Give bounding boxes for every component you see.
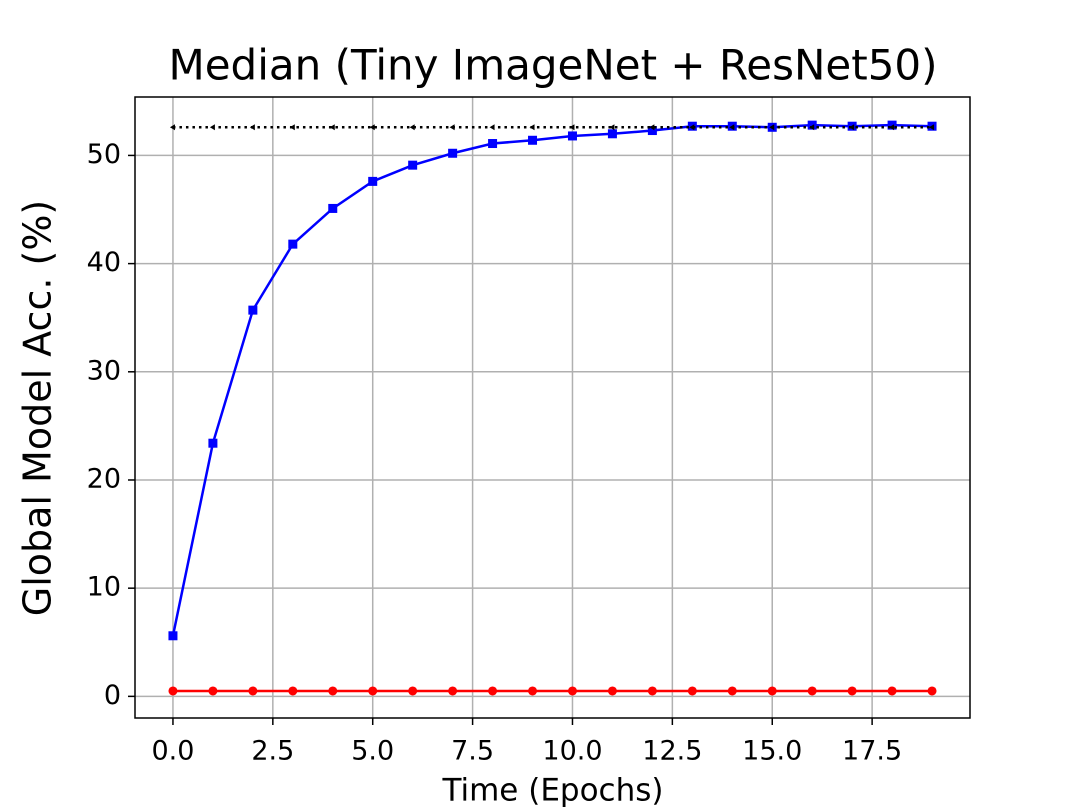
marker <box>489 124 495 131</box>
marker <box>767 686 777 696</box>
chart-title: Median (Tiny ImageNet + ResNet50) <box>168 41 937 90</box>
marker <box>328 686 338 696</box>
marker <box>687 686 697 696</box>
marker <box>288 686 298 696</box>
marker <box>168 631 178 641</box>
marker <box>647 686 657 696</box>
marker <box>168 686 178 696</box>
marker <box>209 124 215 131</box>
marker <box>727 686 737 696</box>
marker <box>208 438 218 448</box>
marker <box>248 305 258 315</box>
marker <box>169 124 175 131</box>
marker <box>609 124 615 131</box>
marker <box>249 124 255 131</box>
x-tick-label: 0.0 <box>151 736 194 767</box>
marker <box>448 686 458 696</box>
marker <box>368 176 378 186</box>
marker <box>887 686 897 696</box>
marker <box>809 124 815 131</box>
marker <box>448 148 458 158</box>
x-tick-label: 10.0 <box>542 736 602 767</box>
marker <box>408 686 418 696</box>
marker <box>288 239 298 249</box>
marker <box>647 126 657 136</box>
marker <box>607 129 617 139</box>
marker <box>849 124 855 131</box>
marker <box>649 124 655 131</box>
y-axis-label: Global Model Acc. (%) <box>16 200 60 617</box>
x-tick-label: 17.5 <box>842 736 902 767</box>
marker <box>887 120 897 130</box>
series-line <box>171 123 933 637</box>
marker <box>289 124 295 131</box>
marker <box>408 160 418 170</box>
y-tick-label: 40 <box>87 247 121 278</box>
y-tick-label: 20 <box>87 463 121 494</box>
marker <box>369 124 375 131</box>
marker <box>847 686 857 696</box>
y-tick-label: 10 <box>87 572 121 603</box>
marker <box>689 124 695 131</box>
marker <box>328 203 338 213</box>
x-axis-label: Time (Epochs) <box>442 773 664 809</box>
y-tick-label: 50 <box>87 139 121 170</box>
marker <box>528 135 538 145</box>
x-tick-label: 5.0 <box>351 736 394 767</box>
marker <box>208 686 218 696</box>
marker <box>329 124 335 131</box>
x-tick-label: 12.5 <box>642 736 702 767</box>
marker <box>567 131 577 141</box>
marker <box>927 686 937 696</box>
marker <box>607 686 617 696</box>
marker <box>769 124 775 131</box>
marker <box>488 139 498 149</box>
marker <box>729 124 735 131</box>
marker <box>248 686 258 696</box>
marker <box>528 686 538 696</box>
y-tick-label: 0 <box>104 680 121 711</box>
x-tick-label: 15.0 <box>742 736 802 767</box>
marker <box>929 124 935 131</box>
plot-frame <box>134 96 971 719</box>
marker <box>807 686 817 696</box>
marker <box>807 120 817 130</box>
x-tick-label: 2.5 <box>251 736 294 767</box>
marker <box>409 124 415 131</box>
marker <box>529 124 535 131</box>
marker <box>569 124 575 131</box>
x-tick-label: 7.5 <box>451 736 494 767</box>
marker <box>488 686 498 696</box>
y-tick-label: 30 <box>87 355 121 386</box>
marker <box>889 124 895 131</box>
marker <box>368 686 378 696</box>
marker <box>567 686 577 696</box>
marker <box>449 124 455 131</box>
